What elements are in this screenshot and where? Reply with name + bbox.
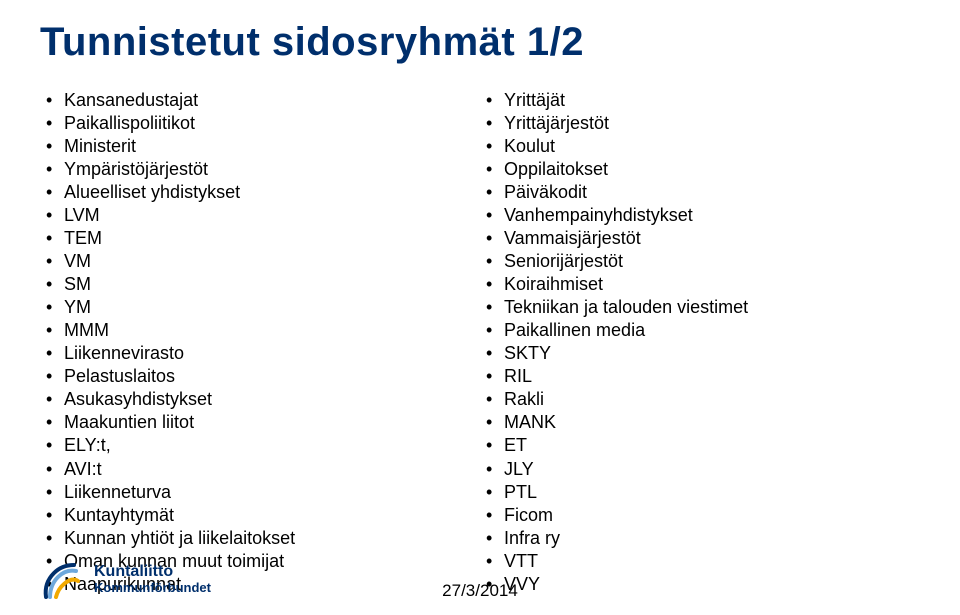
list-item: Koulut <box>504 135 920 158</box>
list-item: MMM <box>64 319 480 342</box>
list-item: Ficom <box>504 504 920 527</box>
content-columns: KansanedustajatPaikallispoliitikotMinist… <box>40 89 920 596</box>
list-item: Liikennevirasto <box>64 342 480 365</box>
page-title: Tunnistetut sidosryhmät 1/2 <box>40 20 920 65</box>
list-item: Ympäristöjärjestöt <box>64 158 480 181</box>
list-item: ET <box>504 434 920 457</box>
logo-text-sv: Kommunförbundet <box>94 581 211 595</box>
list-item: LVM <box>64 204 480 227</box>
logo-text-fi: Kuntaliitto <box>94 564 211 581</box>
left-list: KansanedustajatPaikallispoliitikotMinist… <box>40 89 480 596</box>
list-item: Koiraihmiset <box>504 273 920 296</box>
right-column: YrittäjätYrittäjärjestötKoulutOppilaitok… <box>480 89 920 596</box>
list-item: MANK <box>504 411 920 434</box>
left-column: KansanedustajatPaikallispoliitikotMinist… <box>40 89 480 596</box>
list-item: Paikallispoliitikot <box>64 112 480 135</box>
list-item: Kuntayhtymät <box>64 504 480 527</box>
list-item: Maakuntien liitot <box>64 411 480 434</box>
list-item: Vammaisjärjestöt <box>504 227 920 250</box>
footer-date: 27/3/2014 <box>442 581 518 601</box>
list-item: Vanhempainyhdistykset <box>504 204 920 227</box>
list-item: Päiväkodit <box>504 181 920 204</box>
list-item: Tekniikan ja talouden viestimet <box>504 296 920 319</box>
right-list: YrittäjätYrittäjärjestötKoulutOppilaitok… <box>480 89 920 596</box>
list-item: Oppilaitokset <box>504 158 920 181</box>
logo: Kuntaliitto Kommunförbundet <box>40 557 211 601</box>
list-item: AVI:t <box>64 458 480 481</box>
list-item: Kunnan yhtiöt ja liikelaitokset <box>64 527 480 550</box>
list-item: Alueelliset yhdistykset <box>64 181 480 204</box>
list-item: Pelastuslaitos <box>64 365 480 388</box>
list-item: Infra ry <box>504 527 920 550</box>
list-item: RIL <box>504 365 920 388</box>
list-item: Seniorijärjestöt <box>504 250 920 273</box>
list-item: Asukasyhdistykset <box>64 388 480 411</box>
list-item: Yrittäjärjestöt <box>504 112 920 135</box>
list-item: Yrittäjät <box>504 89 920 112</box>
list-item: Ministerit <box>64 135 480 158</box>
list-item: SKTY <box>504 342 920 365</box>
list-item: YM <box>64 296 480 319</box>
kuntaliitto-logo-icon <box>40 557 84 601</box>
list-item: JLY <box>504 458 920 481</box>
logo-text: Kuntaliitto Kommunförbundet <box>94 564 211 594</box>
list-item: SM <box>64 273 480 296</box>
list-item: VM <box>64 250 480 273</box>
list-item: ELY:t, <box>64 434 480 457</box>
list-item: Rakli <box>504 388 920 411</box>
list-item: Paikallinen media <box>504 319 920 342</box>
list-item: Liikenneturva <box>64 481 480 504</box>
list-item: PTL <box>504 481 920 504</box>
list-item: TEM <box>64 227 480 250</box>
slide: Tunnistetut sidosryhmät 1/2 Kansanedusta… <box>0 0 960 615</box>
list-item: Kansanedustajat <box>64 89 480 112</box>
